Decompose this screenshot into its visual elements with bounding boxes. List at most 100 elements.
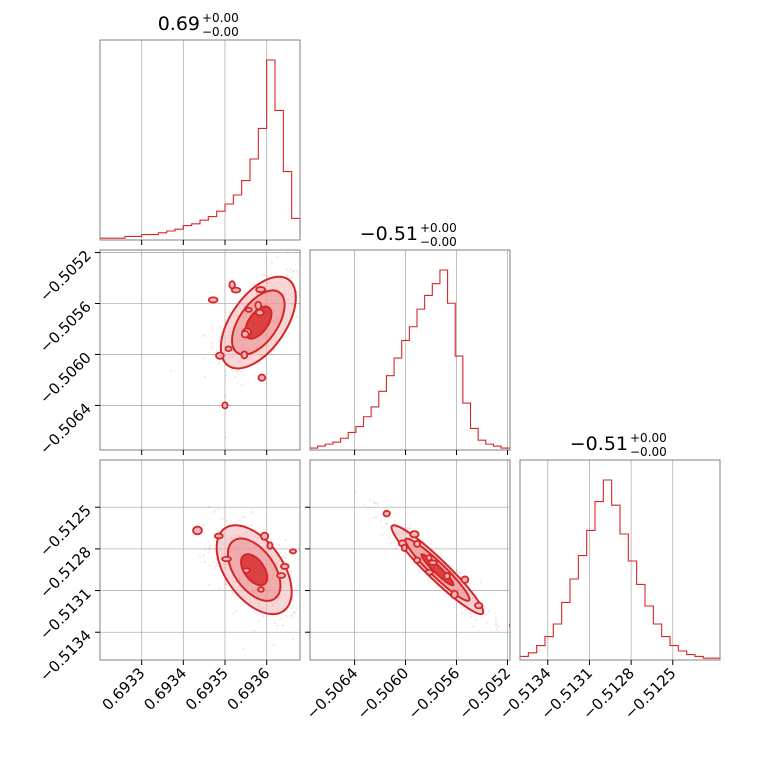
scatter-point xyxy=(208,583,211,586)
scatter-point xyxy=(211,342,214,345)
scatter-point xyxy=(486,621,489,625)
scatter-point xyxy=(295,607,298,610)
scatter-point xyxy=(369,498,372,502)
scatter-point xyxy=(496,625,500,628)
contour-blob xyxy=(230,286,242,294)
panel-background xyxy=(310,250,510,450)
scatter-point xyxy=(458,571,461,574)
title-diag-1-minus: −0.00 xyxy=(420,235,457,249)
contour-level-3 xyxy=(244,305,273,340)
scatter-point xyxy=(224,374,227,377)
title-diag-2-plus: +0.00 xyxy=(630,431,667,445)
scatter-point xyxy=(281,555,284,559)
scatter-point xyxy=(217,362,220,365)
contour-blob xyxy=(289,548,297,555)
scatter-point xyxy=(270,261,273,264)
scatter-point xyxy=(296,269,299,272)
scatter-point xyxy=(374,515,378,519)
scatter-point xyxy=(276,255,279,258)
scatter-point xyxy=(408,527,412,530)
scatter-point xyxy=(393,519,397,523)
y-tick-label: −0.5052 xyxy=(36,247,95,306)
scatter-point xyxy=(212,354,215,357)
contour-blob xyxy=(255,286,266,294)
scatter-point xyxy=(207,550,211,554)
histogram-diag-1 xyxy=(309,249,511,455)
scatter-point xyxy=(201,333,204,336)
scatter-point xyxy=(230,590,233,594)
scatter-point xyxy=(253,629,256,632)
scatter-point xyxy=(217,529,220,533)
panel-background xyxy=(310,460,510,660)
scatter-area xyxy=(353,490,510,631)
scatter-point xyxy=(387,536,390,539)
scatter-point xyxy=(170,369,173,372)
scatter-point xyxy=(217,508,220,511)
scatter-point xyxy=(290,570,293,573)
hist-step-line xyxy=(310,269,510,449)
histogram-diag-2 xyxy=(519,459,721,665)
scatter-point xyxy=(225,583,228,586)
panel-frame xyxy=(309,459,511,661)
scatter-point xyxy=(290,276,294,280)
contour-blob xyxy=(255,308,265,317)
scatter-point xyxy=(252,283,255,287)
hist-step-line xyxy=(520,479,720,659)
x-tick-label: −0.5060 xyxy=(354,664,413,723)
panel-frame xyxy=(99,39,301,241)
x-tick-label: −0.5056 xyxy=(405,664,464,723)
scatter-point xyxy=(241,383,244,386)
scatter-point xyxy=(406,526,409,530)
contour-blob xyxy=(240,330,250,339)
scatter-0-2 xyxy=(95,459,301,665)
scatter-point xyxy=(394,547,397,551)
scatter-point xyxy=(408,524,412,527)
scatter-point xyxy=(217,339,220,342)
scatter-point xyxy=(418,571,421,574)
scatter-point xyxy=(353,490,357,493)
scatter-point xyxy=(268,532,271,536)
scatter-point xyxy=(307,285,309,287)
scatter-point xyxy=(479,581,483,584)
contour-blob xyxy=(224,345,233,353)
scatter-point xyxy=(288,270,291,273)
contour-blob xyxy=(382,509,391,518)
contour-blob xyxy=(242,567,251,574)
scatter-point xyxy=(202,357,206,360)
panel-frame xyxy=(99,459,301,661)
scatter-point xyxy=(257,620,261,623)
scatter-point xyxy=(279,618,282,621)
scatter-point xyxy=(285,268,288,271)
scatter-point xyxy=(223,436,227,439)
scatter-point xyxy=(208,547,211,551)
scatter-point xyxy=(470,615,473,619)
scatter-point xyxy=(278,543,281,547)
scatter-point xyxy=(273,348,277,351)
scatter-point xyxy=(257,526,260,530)
scatter-point xyxy=(278,552,281,555)
contour-blob xyxy=(443,572,451,580)
contour-blob xyxy=(425,568,434,576)
scatter-point xyxy=(210,326,213,330)
x-tick-label: 0.6933 xyxy=(99,664,149,714)
scatter-point xyxy=(460,605,464,608)
scatter-point xyxy=(285,274,288,277)
scatter-point xyxy=(266,275,269,278)
scatter-point xyxy=(284,538,287,542)
scatter-point xyxy=(285,614,288,618)
scatter-point xyxy=(474,618,477,621)
contour-blob xyxy=(221,401,229,410)
scatter-point xyxy=(209,544,212,547)
contour-blob xyxy=(207,296,219,304)
scatter-point xyxy=(242,647,245,650)
scatter-point xyxy=(484,606,487,610)
scatter-point xyxy=(276,624,279,628)
scatter-point xyxy=(374,502,377,505)
scatter-point xyxy=(469,612,472,615)
scatter-point xyxy=(494,622,498,626)
contour-blob xyxy=(244,306,253,313)
scatter-point xyxy=(272,349,276,352)
scatter-point xyxy=(296,290,299,293)
contour-blob xyxy=(192,525,203,536)
